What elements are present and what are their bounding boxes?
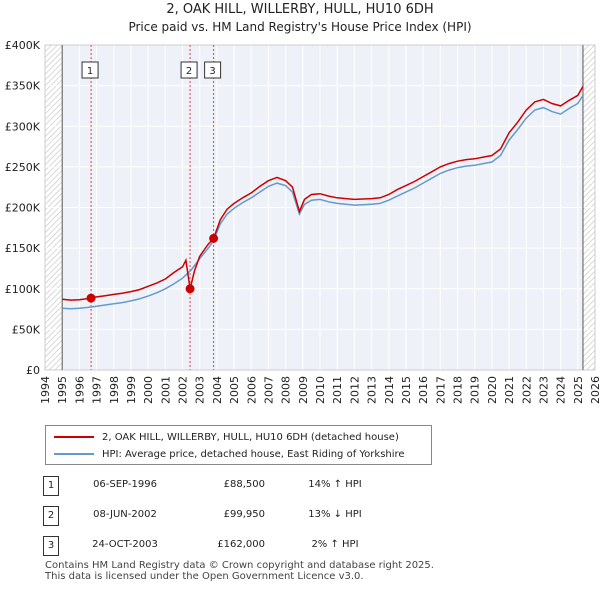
transaction-marker-box	[180, 61, 198, 79]
series-line	[62, 86, 584, 301]
transaction-point	[86, 293, 96, 303]
transaction-hpi: 13% ↓ HPI	[308, 509, 362, 520]
legend-label-hpi: HPI: Average price, detached house, East…	[102, 448, 405, 460]
x-tick-label: 2026	[589, 376, 600, 404]
x-tick-label: 2013	[366, 376, 379, 404]
plot-frame	[44, 44, 596, 371]
y-tick-label: £250K	[5, 161, 41, 174]
transaction-date: 24-OCT-2003	[92, 539, 158, 550]
x-tick-label: 1998	[108, 376, 121, 404]
x-tick-label: 2005	[228, 376, 241, 404]
transaction-marker-box	[81, 61, 99, 79]
x-tick-label: 2009	[297, 376, 310, 404]
x-tick-label: 2014	[383, 376, 396, 404]
x-tick-label: 2010	[314, 376, 327, 404]
chart-subtitle: Price paid vs. HM Land Registry's House …	[128, 20, 472, 34]
y-tick-label: £150K	[5, 242, 41, 255]
x-tick-label: 2016	[417, 376, 430, 404]
x-tick-label: 2000	[142, 376, 155, 404]
transaction-price: £99,950	[223, 509, 265, 520]
transaction-marker-label: 1	[87, 66, 93, 77]
x-tick-label: 2018	[452, 376, 465, 404]
y-tick-label: £200K	[5, 202, 41, 215]
legend-item-hpi: HPI: Average price, detached house, East…	[54, 447, 405, 461]
x-tick-label: 2002	[177, 376, 190, 404]
x-tick-label: 2015	[400, 376, 413, 404]
legend: 2, OAK HILL, WILLERBY, HULL, HU10 6DH (d…	[45, 425, 432, 465]
transaction-number: 1	[43, 476, 59, 496]
x-tick-label: 2017	[434, 376, 447, 404]
y-tick-label: £350K	[5, 80, 41, 93]
x-tick-label: 2021	[503, 376, 516, 404]
transaction-row: 1 06-SEP-1996 £88,500 14% ↑ HPI	[0, 476, 600, 498]
transaction-hpi: 14% ↑ HPI	[308, 479, 362, 490]
transaction-marker-label: 3	[209, 66, 215, 77]
footer-license: This data is licensed under the Open Gov…	[45, 571, 364, 582]
series-line	[62, 94, 584, 310]
transaction-number: 3	[43, 536, 59, 556]
x-tick-label: 2008	[280, 376, 293, 404]
transaction-price: £88,500	[223, 479, 265, 490]
transaction-hpi: 2% ↑ HPI	[311, 539, 359, 550]
x-tick-label: 2007	[262, 376, 275, 404]
transaction-number: 2	[43, 506, 59, 526]
footer: Contains HM Land Registry data © Crown c…	[45, 560, 434, 582]
x-tick-label: 2023	[537, 376, 550, 404]
transaction-point	[209, 233, 219, 243]
x-tick-label: 2020	[486, 376, 499, 404]
legend-line-property	[54, 436, 94, 438]
x-tick-label: 2019	[469, 376, 482, 404]
legend-line-hpi	[54, 453, 94, 455]
x-tick-label: 2022	[520, 376, 533, 404]
x-tick-label: 2001	[159, 376, 172, 404]
legend-label-property: 2, OAK HILL, WILLERBY, HULL, HU10 6DH (d…	[102, 431, 399, 443]
x-tick-label: 2004	[211, 376, 224, 404]
y-tick-label: £0	[26, 364, 40, 377]
transaction-marker-label: 2	[186, 66, 192, 77]
transaction-date: 08-JUN-2002	[93, 509, 157, 520]
x-tick-label: 2025	[572, 376, 585, 404]
price-chart: 1 2 3 £0 £50K £100K £150K £200K £250K £300K £350K £…	[5, 39, 600, 404]
y-tick-label: £300K	[5, 120, 41, 133]
chart-title: 2, OAK HILL, WILLERBY, HULL, HU10 6DH	[166, 2, 434, 17]
x-tick-label: 1997	[91, 376, 104, 404]
x-tick-label: 1994	[39, 376, 52, 404]
transaction-row: 2 08-JUN-2002 £99,950 13% ↓ HPI	[0, 506, 600, 528]
x-tick-label: 1995	[56, 376, 69, 404]
y-tick-label: £100K	[5, 283, 41, 296]
x-tick-label: 1996	[73, 376, 86, 404]
transaction-row: 3 24-OCT-2003 £162,000 2% ↑ HPI	[0, 536, 600, 558]
transaction-date: 06-SEP-1996	[93, 479, 157, 490]
x-tick-label: 2011	[331, 376, 344, 404]
x-tick-label: 2003	[194, 376, 207, 404]
x-tick-label: 2006	[245, 376, 258, 404]
transaction-point	[185, 284, 195, 294]
transaction-marker-box	[204, 61, 222, 79]
x-tick-label: 2024	[555, 376, 568, 404]
footer-copyright: Contains HM Land Registry data © Crown c…	[45, 560, 434, 571]
y-tick-label: £50K	[12, 323, 41, 336]
transaction-price: £162,000	[217, 539, 265, 550]
x-tick-label: 1999	[125, 376, 138, 404]
x-tick-label: 2012	[348, 376, 361, 404]
legend-item-property: 2, OAK HILL, WILLERBY, HULL, HU10 6DH (d…	[54, 430, 399, 444]
y-tick-label: £400K	[5, 39, 41, 52]
